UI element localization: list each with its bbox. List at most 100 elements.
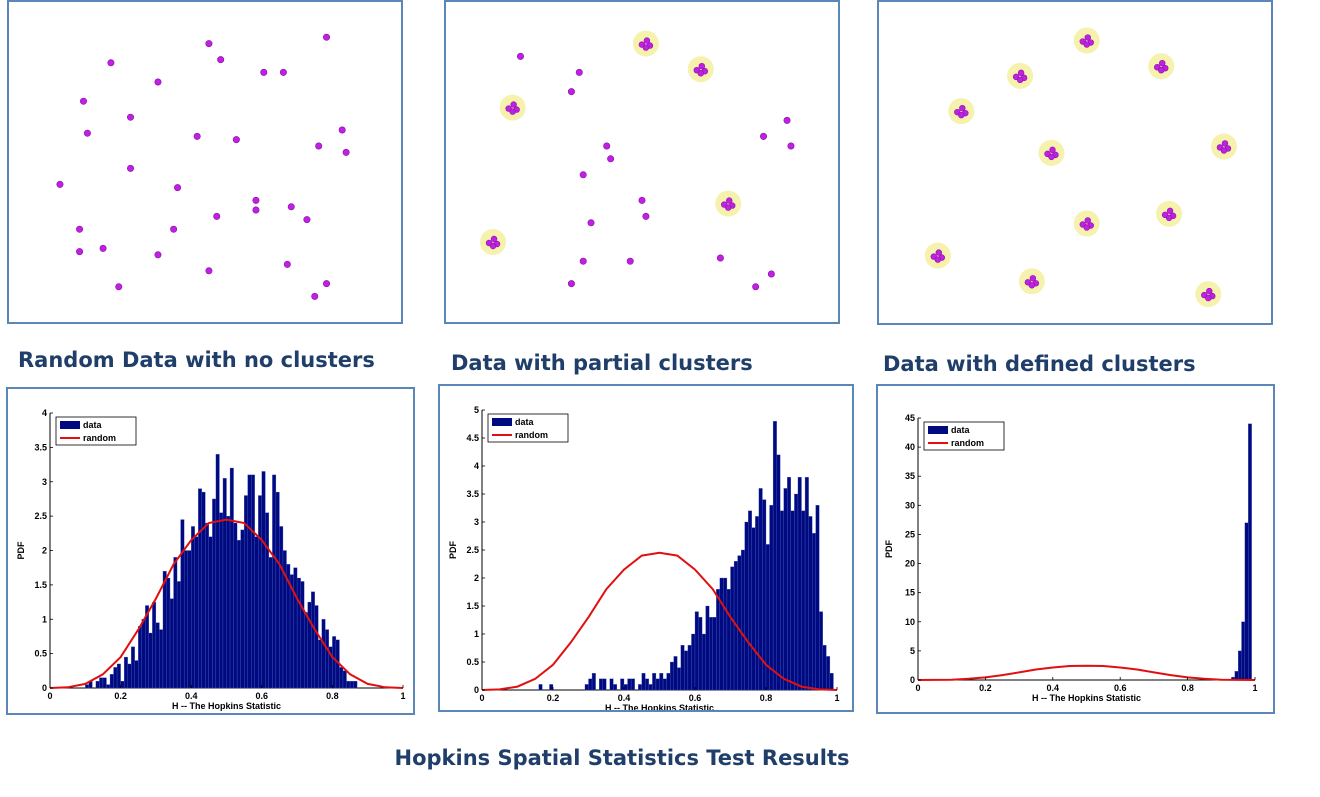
point-cluster bbox=[1210, 133, 1237, 160]
legend: data random bbox=[487, 413, 569, 443]
histogram-bar bbox=[187, 550, 192, 689]
data-point bbox=[752, 283, 760, 291]
data-point bbox=[489, 242, 497, 250]
histogram-bar bbox=[332, 636, 337, 689]
histogram-bar bbox=[652, 673, 657, 691]
histogram-bar bbox=[623, 684, 628, 691]
histogram-bar bbox=[120, 680, 125, 689]
histogram-bar bbox=[719, 577, 724, 691]
histogram-bar bbox=[772, 421, 777, 691]
x-tick-label: 1 bbox=[400, 691, 405, 701]
histogram-bar bbox=[829, 673, 834, 691]
histogram-bar bbox=[655, 678, 660, 691]
histogram-bar bbox=[737, 555, 742, 691]
histogram-bar bbox=[236, 540, 241, 689]
histogram-bar bbox=[730, 566, 735, 691]
y-tick-label: 1 bbox=[474, 629, 479, 639]
y-tick-label: 40 bbox=[905, 442, 915, 452]
random-curve bbox=[49, 518, 404, 689]
x-tick-label: 0 bbox=[479, 693, 484, 703]
histogram-bar bbox=[698, 617, 703, 691]
data-point bbox=[1084, 217, 1091, 224]
legend-label-data: data bbox=[83, 420, 103, 430]
histogram-bar bbox=[684, 650, 689, 691]
histogram-bar bbox=[109, 674, 114, 689]
data-point bbox=[1220, 147, 1228, 154]
data-point bbox=[510, 101, 517, 108]
data-point bbox=[154, 78, 162, 86]
data-point bbox=[79, 97, 87, 105]
y-tick-label: 5 bbox=[474, 405, 479, 415]
histogram-bar bbox=[339, 667, 344, 689]
histogram-bar bbox=[740, 549, 745, 691]
histogram-bar bbox=[346, 680, 351, 689]
y-tick-label: 20 bbox=[905, 559, 915, 569]
caption-partial: Data with partial clusters bbox=[451, 351, 753, 375]
histogram-bar bbox=[311, 591, 315, 689]
partial-scatter-plot bbox=[480, 30, 795, 291]
random-curve bbox=[917, 664, 1256, 681]
y-tick-label: 15 bbox=[905, 588, 915, 598]
histogram-bar bbox=[106, 684, 111, 689]
histogram-bar bbox=[659, 673, 664, 691]
histogram-bar bbox=[620, 678, 625, 691]
data-point bbox=[607, 155, 615, 163]
point-cluster bbox=[1007, 62, 1034, 89]
histogram-bar bbox=[613, 684, 618, 691]
y-tick-label: 3.5 bbox=[34, 442, 47, 452]
histogram-bar bbox=[272, 474, 277, 689]
data-point bbox=[315, 142, 323, 150]
data-point bbox=[716, 254, 724, 262]
data-point bbox=[1049, 146, 1056, 154]
histogram-bar bbox=[1241, 621, 1246, 681]
histogram-bar bbox=[794, 493, 799, 691]
point-cluster bbox=[1156, 200, 1183, 227]
y-tick-label: 5 bbox=[910, 646, 915, 656]
data-point bbox=[1206, 287, 1213, 295]
legend-swatch-data bbox=[60, 421, 80, 429]
data-point bbox=[127, 113, 135, 121]
histogram-bar bbox=[349, 680, 354, 689]
y-tick-label: 1.5 bbox=[466, 601, 479, 611]
data-point bbox=[193, 132, 201, 140]
histogram-bar bbox=[677, 667, 681, 691]
histogram-bar bbox=[85, 684, 89, 689]
data-point bbox=[217, 56, 225, 64]
point-cluster bbox=[480, 229, 507, 255]
histogram-bar bbox=[159, 629, 164, 689]
data-point bbox=[1158, 66, 1165, 74]
histogram-bar bbox=[819, 611, 823, 691]
y-tick-label: 0 bbox=[474, 685, 479, 695]
legend-label-random: random bbox=[951, 438, 984, 448]
y-tick-label: 45 bbox=[905, 413, 915, 423]
histogram-bar bbox=[176, 581, 181, 689]
histogram-bar bbox=[296, 577, 301, 689]
legend-label-data: data bbox=[951, 425, 971, 435]
histogram-bar bbox=[268, 557, 273, 689]
histogram-bar bbox=[116, 663, 121, 689]
histogram-bar bbox=[716, 589, 720, 691]
y-tick-label: 2 bbox=[42, 546, 47, 556]
histogram-bar bbox=[258, 495, 262, 689]
data-point bbox=[1083, 224, 1090, 231]
legend-swatch-data bbox=[928, 426, 948, 434]
histogram-bar bbox=[148, 632, 153, 689]
histogram-bar bbox=[240, 529, 245, 689]
data-point bbox=[76, 225, 84, 233]
y-axis-label: PDF bbox=[448, 540, 458, 559]
histogram-panel-random: 0 0.2 0.4 0.6 0.8 1 0 0.5 1 1.5 2 2.5 3 3.5 4 H -- The … bbox=[6, 387, 415, 715]
histogram-bar bbox=[815, 505, 820, 691]
data-point bbox=[213, 212, 221, 220]
x-tick-label: 0.4 bbox=[618, 693, 631, 703]
histogram-bar bbox=[307, 601, 312, 689]
histogram-bar bbox=[247, 474, 252, 689]
main-title: Hopkins Spatial Statistics Test Results bbox=[394, 746, 850, 770]
histogram-bar bbox=[751, 527, 756, 691]
histogram-bar bbox=[1237, 650, 1242, 681]
data-point bbox=[174, 184, 182, 192]
histogram-bar bbox=[219, 512, 224, 689]
histogram-bar bbox=[584, 684, 589, 691]
data-point bbox=[1165, 214, 1173, 222]
histogram-bar bbox=[748, 510, 752, 691]
